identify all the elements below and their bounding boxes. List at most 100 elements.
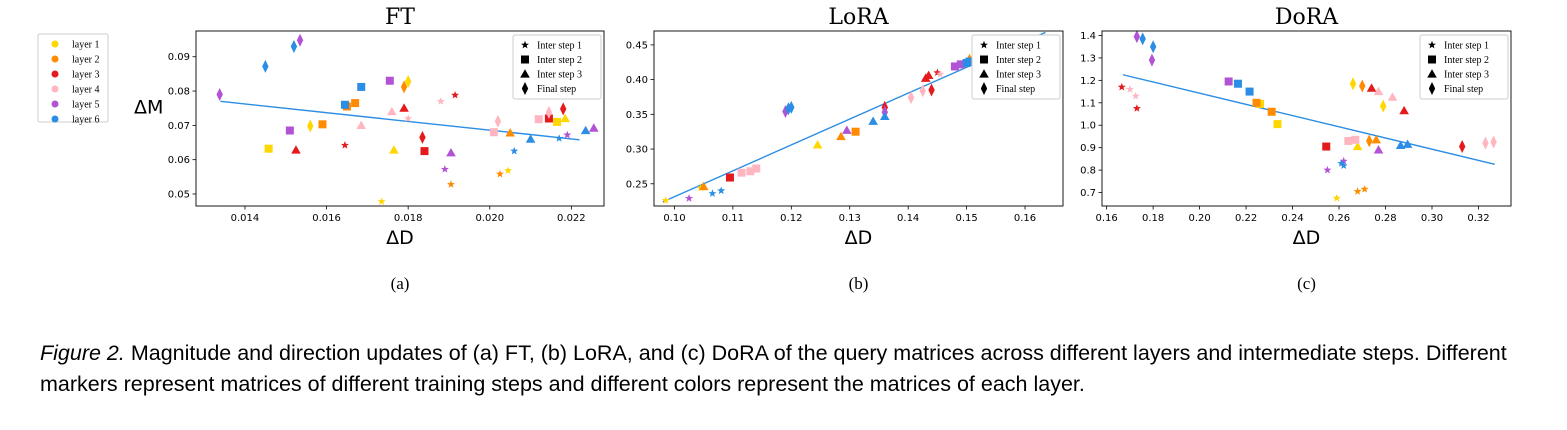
data-point-triangle [291, 145, 301, 154]
data-point-star [440, 165, 449, 173]
step-legend-box [971, 34, 1061, 100]
x-tick-label: 0.20 [1188, 213, 1210, 224]
data-point-square [489, 128, 498, 137]
data-point-square [1224, 77, 1233, 86]
step-legend-diamond [521, 82, 529, 95]
data-point-triangle [387, 106, 397, 116]
data-point-diamond [262, 59, 269, 73]
data-point-diamond [560, 102, 567, 116]
x-tick-label: 0.14 [897, 213, 919, 224]
data-point-diamond [1490, 135, 1497, 149]
x-tick-label: 0.26 [1328, 213, 1350, 224]
data-point-square [340, 100, 349, 109]
x-tick-label: 0.24 [1281, 213, 1303, 224]
data-point-square [1233, 79, 1242, 88]
data-point-square [965, 57, 974, 66]
data-point-diamond [928, 83, 935, 97]
data-point-square [1273, 120, 1282, 129]
data-point-star [1339, 156, 1348, 165]
step-legend: Inter step 1 Inter step 2 Inter step 3 Fina… [971, 34, 1061, 100]
data-point-square [746, 167, 755, 176]
trend-line [1122, 74, 1495, 165]
y-tick-label: 1.1 [1080, 98, 1096, 109]
layer-legend-label: layer 2 [72, 55, 100, 66]
data-point-triangle [560, 113, 571, 123]
layer-legend-dot [51, 85, 59, 93]
data-point-diamond [1149, 40, 1157, 54]
step-legend-star [1428, 40, 1436, 49]
data-point-star [504, 166, 513, 175]
y-tick-label: 0.07 [168, 121, 190, 132]
data-point-triangle [580, 125, 591, 135]
layer-legend-label: layer 3 [72, 70, 100, 81]
x-tick-label: 0.10 [663, 213, 685, 224]
data-point-triangle [836, 131, 846, 141]
step-legend-triangle [520, 69, 530, 78]
step-legend: Inter step 1 Inter step 2 Inter step 3 Fina… [1419, 34, 1509, 100]
x-tick-label: 0.11 [722, 213, 744, 224]
step-legend-label: Inter step 3 [996, 70, 1041, 81]
data-point-diamond [1366, 134, 1373, 148]
layer-legend-label: layer 1 [72, 40, 100, 51]
x-tick-label: 0.12 [780, 213, 802, 224]
y-tick-label: 0.45 [626, 40, 648, 51]
y-tick-label: 1.2 [1080, 76, 1096, 87]
trend-line [220, 100, 580, 141]
plot-frame [195, 30, 605, 207]
x-axis-label: ΔD [845, 227, 873, 249]
caption-text: Magnitude and direction updates of (a) F… [40, 341, 1507, 396]
data-point-triangle [1402, 139, 1413, 148]
data-point-triangle [589, 123, 599, 132]
data-point-triangle [399, 103, 409, 112]
data-point-diamond [782, 105, 789, 119]
data-point-star [404, 114, 413, 122]
data-point-star [661, 196, 670, 204]
data-point-star [563, 130, 572, 139]
chart-title: DoRA [1275, 5, 1339, 30]
y-tick-label: 0.08 [168, 87, 190, 98]
data-point-star [377, 197, 386, 205]
y-tick-label: 1.3 [1080, 53, 1096, 64]
data-point-diamond [494, 114, 502, 128]
data-point-diamond [404, 74, 412, 88]
data-point-star [510, 146, 519, 155]
data-point-star [340, 141, 349, 149]
data-point-diamond [290, 39, 298, 53]
data-point-square [385, 76, 394, 85]
data-point-star [708, 189, 717, 197]
x-axis-label: ΔD [1293, 227, 1321, 249]
data-point-diamond [1349, 77, 1357, 91]
data-point-triangle [1373, 145, 1384, 154]
data-point-square [264, 144, 273, 153]
data-point-square [357, 82, 366, 91]
data-point-square [351, 99, 360, 108]
layer-legend-dot [51, 100, 59, 108]
data-point-star [1332, 193, 1341, 202]
data-point-triangle [356, 120, 367, 129]
data-point-star [495, 169, 504, 178]
step-legend-star [521, 40, 529, 49]
data-point-square [285, 126, 294, 135]
data-point-star [447, 180, 455, 188]
data-point-triangle [879, 111, 890, 121]
y-tick-label: 1.0 [1080, 121, 1096, 132]
x-tick-label: 0.020 [475, 213, 504, 224]
x-tick-label: 0.18 [1142, 213, 1164, 224]
layer-legend-dot [51, 55, 59, 63]
step-legend-label: Inter step 1 [996, 41, 1041, 52]
step-legend-box [512, 34, 602, 100]
step-legend-box [1419, 34, 1509, 100]
chart-title: FT [385, 5, 415, 30]
step-legend-square [521, 55, 529, 64]
data-point-triangle [1373, 86, 1384, 96]
data-point-square [1245, 87, 1254, 96]
layer-legend-dot [51, 70, 59, 78]
data-point-star [936, 69, 945, 78]
data-point-diamond [907, 91, 915, 105]
step-legend-label: Inter step 1 [1444, 41, 1489, 52]
step-legend-triangle [979, 69, 989, 78]
chart-ft: FT 0.014 0.016 0.018 0.020 0.022 0.05 0.06 0.07 0… [134, 5, 605, 293]
step-legend-label: Inter step 3 [1444, 70, 1489, 81]
data-point-triangle [446, 148, 456, 157]
data-point-triangle [1371, 135, 1382, 144]
